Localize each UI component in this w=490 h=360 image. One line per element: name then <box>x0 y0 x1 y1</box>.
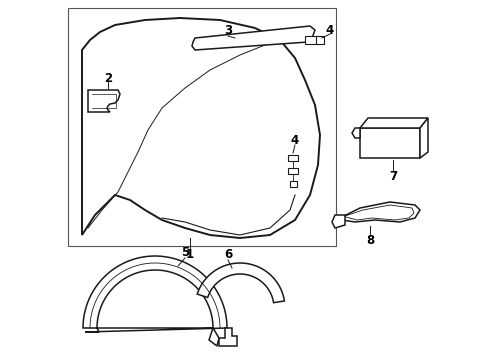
Polygon shape <box>288 155 298 161</box>
Polygon shape <box>305 36 318 44</box>
Polygon shape <box>360 128 420 158</box>
Text: 7: 7 <box>389 170 397 183</box>
Bar <box>68 8 336 246</box>
Polygon shape <box>420 118 428 158</box>
Text: 5: 5 <box>181 247 189 260</box>
Text: 4: 4 <box>291 134 299 147</box>
Polygon shape <box>360 118 428 128</box>
Polygon shape <box>82 18 320 238</box>
Polygon shape <box>290 181 297 187</box>
Text: 8: 8 <box>366 234 374 247</box>
Polygon shape <box>219 328 237 346</box>
Polygon shape <box>83 256 227 346</box>
Text: 1: 1 <box>186 248 194 261</box>
Polygon shape <box>332 215 345 228</box>
Text: 4: 4 <box>326 23 334 36</box>
Polygon shape <box>88 90 120 112</box>
Text: 3: 3 <box>224 23 232 36</box>
Polygon shape <box>192 26 315 50</box>
Polygon shape <box>197 263 285 303</box>
Polygon shape <box>288 168 298 174</box>
Polygon shape <box>316 36 324 44</box>
Text: 2: 2 <box>104 72 112 85</box>
Text: 6: 6 <box>224 248 232 261</box>
Polygon shape <box>338 202 420 222</box>
Polygon shape <box>352 128 360 138</box>
